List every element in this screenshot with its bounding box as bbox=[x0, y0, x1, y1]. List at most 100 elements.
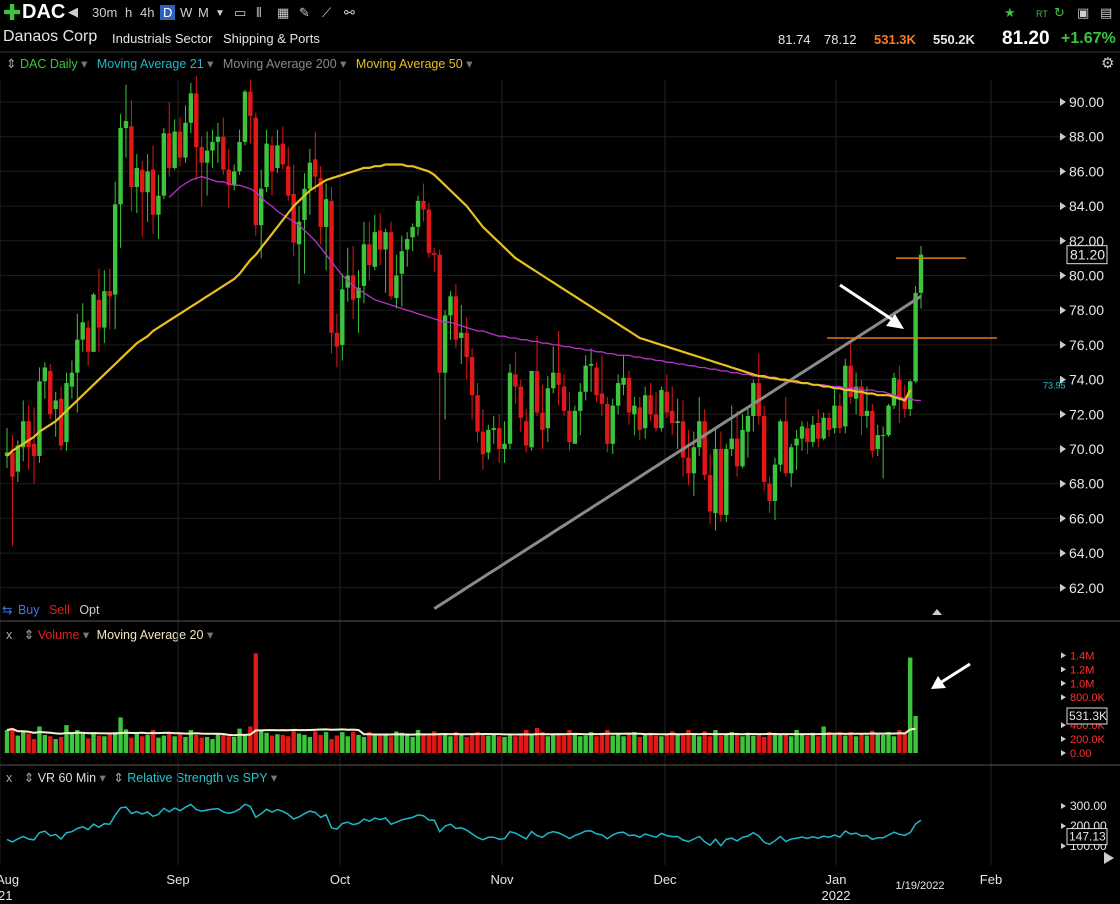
volume-bar bbox=[91, 732, 96, 753]
candle-body bbox=[448, 296, 453, 316]
volume-bar bbox=[664, 733, 670, 753]
legend-series[interactable]: DAC Daily bbox=[19, 57, 78, 71]
star-icon[interactable]: ★ bbox=[1004, 5, 1016, 20]
legend-vr[interactable]: VR 60 Min bbox=[37, 771, 97, 785]
layout-icon[interactable]: ▤ bbox=[1100, 5, 1113, 20]
timeframe-m[interactable]: M bbox=[198, 5, 209, 20]
move-icon[interactable]: ⇕ bbox=[23, 628, 35, 642]
legend-ma50[interactable]: Moving Average 50 bbox=[355, 57, 463, 71]
volume-bar bbox=[258, 729, 264, 753]
calculator-icon[interactable]: ▦ bbox=[277, 5, 290, 20]
volume-bar bbox=[345, 736, 350, 753]
legend-ma21[interactable]: Moving Average 21 bbox=[96, 57, 204, 71]
volume-bar bbox=[242, 734, 248, 753]
sector-link[interactable]: Industrials Sector bbox=[112, 31, 213, 46]
volume-value: 531.3K bbox=[874, 32, 916, 47]
chevron-down-icon[interactable]: ▾ bbox=[82, 628, 90, 642]
volume-bar bbox=[751, 735, 756, 753]
legend-ma200[interactable]: Moving Average 200 bbox=[222, 57, 337, 71]
candle-body bbox=[302, 188, 307, 220]
chevron-down-icon[interactable]: ▾ bbox=[207, 57, 214, 71]
candle-body bbox=[318, 178, 323, 227]
chevron-down-icon[interactable]: ▾ bbox=[99, 771, 106, 785]
sell-button[interactable]: Sell bbox=[49, 603, 70, 617]
current-rs-box bbox=[1066, 828, 1108, 846]
volume-bar bbox=[875, 733, 880, 753]
volume-bar bbox=[75, 729, 80, 753]
volume-bar bbox=[264, 732, 269, 753]
chevron-down-icon[interactable]: ▼ bbox=[215, 8, 225, 19]
chevron-down-icon[interactable]: ▾ bbox=[206, 628, 214, 642]
opt-button[interactable]: Opt bbox=[79, 603, 100, 617]
volume-bar bbox=[702, 731, 707, 753]
candle-body bbox=[859, 386, 864, 417]
timeframe-w[interactable]: W bbox=[180, 5, 193, 20]
candle-body bbox=[177, 131, 183, 158]
order-icon[interactable]: ⇆ bbox=[2, 603, 13, 617]
buy-button[interactable]: Buy bbox=[17, 603, 40, 617]
pencil-icon[interactable]: ✎ bbox=[299, 5, 310, 20]
legend-rs[interactable]: Relative Strength vs SPY bbox=[127, 771, 268, 785]
timeframe-d[interactable]: D bbox=[160, 5, 176, 20]
volume-bar bbox=[545, 736, 551, 753]
volume-bar bbox=[269, 735, 275, 753]
scroll-up-icon bbox=[932, 609, 942, 615]
volume-bar bbox=[659, 736, 664, 753]
move-icon[interactable]: ⇕ bbox=[113, 771, 124, 785]
close-pane-button[interactable]: x bbox=[6, 771, 13, 785]
volume-bar bbox=[767, 732, 772, 753]
month-label: Dec bbox=[653, 872, 677, 887]
refresh-icon[interactable]: ↻ bbox=[1054, 5, 1065, 20]
symbol-label[interactable]: DAC bbox=[22, 1, 66, 23]
candle-body bbox=[210, 141, 215, 151]
low-value: 78.12 bbox=[824, 32, 857, 47]
legend-volume-ma20[interactable]: Moving Average 20 bbox=[96, 628, 204, 642]
volume-bar bbox=[529, 735, 534, 753]
industry-link[interactable]: Shipping & Ports bbox=[223, 31, 320, 46]
bars-icon[interactable]: ⦀ bbox=[256, 5, 262, 20]
timeframe-4h[interactable]: 4h bbox=[140, 5, 155, 20]
volume-bar bbox=[388, 736, 394, 753]
volume-bar bbox=[480, 734, 486, 753]
volume-bar bbox=[599, 732, 605, 753]
chevron-down-icon[interactable]: ▾ bbox=[340, 57, 347, 71]
price-legend: ⇕ DAC Daily ▾ Moving Average 21 ▾ Moving… bbox=[6, 56, 472, 71]
candle-body bbox=[215, 136, 221, 142]
move-icon[interactable]: ⇕ bbox=[6, 57, 17, 71]
candle-body bbox=[799, 426, 805, 439]
rt-icon[interactable]: RT bbox=[1036, 9, 1048, 19]
price-tick-label: 68.00 bbox=[1069, 476, 1104, 492]
candle-body bbox=[264, 143, 269, 188]
draw-icon[interactable]: ⟋ bbox=[322, 5, 332, 20]
timeframe-30m[interactable]: 30m bbox=[92, 5, 118, 20]
chevron-down-icon[interactable]: ▾ bbox=[270, 771, 278, 785]
add-icon[interactable]: ✚ bbox=[3, 0, 22, 25]
price-tick-marker bbox=[1060, 98, 1066, 106]
rs-line bbox=[6, 803, 922, 847]
close-pane-button[interactable]: x bbox=[6, 628, 13, 642]
candle-body bbox=[621, 377, 626, 385]
price-axis: 90.00 88.00 86.00 84.00 82.00 80.00 78.00 76.00… bbox=[932, 94, 1108, 615]
chevron-down-icon[interactable]: ▾ bbox=[466, 57, 473, 71]
window-icon[interactable]: ▣ bbox=[1077, 5, 1090, 20]
volume-bar bbox=[475, 732, 480, 753]
move-icon[interactable]: ⇕ bbox=[23, 771, 35, 785]
candle-body bbox=[751, 383, 756, 417]
chevron-down-icon[interactable]: ▾ bbox=[81, 57, 88, 71]
timeframe-h[interactable]: h bbox=[125, 5, 133, 20]
settings-icon[interactable]: ⚙ bbox=[1101, 55, 1115, 72]
price-tick-marker bbox=[1060, 445, 1066, 453]
tc-icon[interactable]: ▭ bbox=[234, 5, 247, 20]
volume-bar bbox=[496, 736, 502, 753]
candle-body bbox=[707, 475, 713, 512]
candle-body bbox=[626, 377, 632, 413]
candle-body bbox=[588, 363, 594, 366]
volume-bar bbox=[745, 732, 751, 753]
chevron-left-icon[interactable]: ◀ bbox=[68, 4, 78, 19]
legend-volume[interactable]: Volume bbox=[37, 628, 80, 642]
date-cursor-label: 1/19/2022 bbox=[896, 880, 945, 892]
volume-bar bbox=[605, 729, 610, 753]
volume-bar bbox=[118, 717, 123, 753]
share-icon[interactable]: ⚯ bbox=[344, 5, 355, 20]
